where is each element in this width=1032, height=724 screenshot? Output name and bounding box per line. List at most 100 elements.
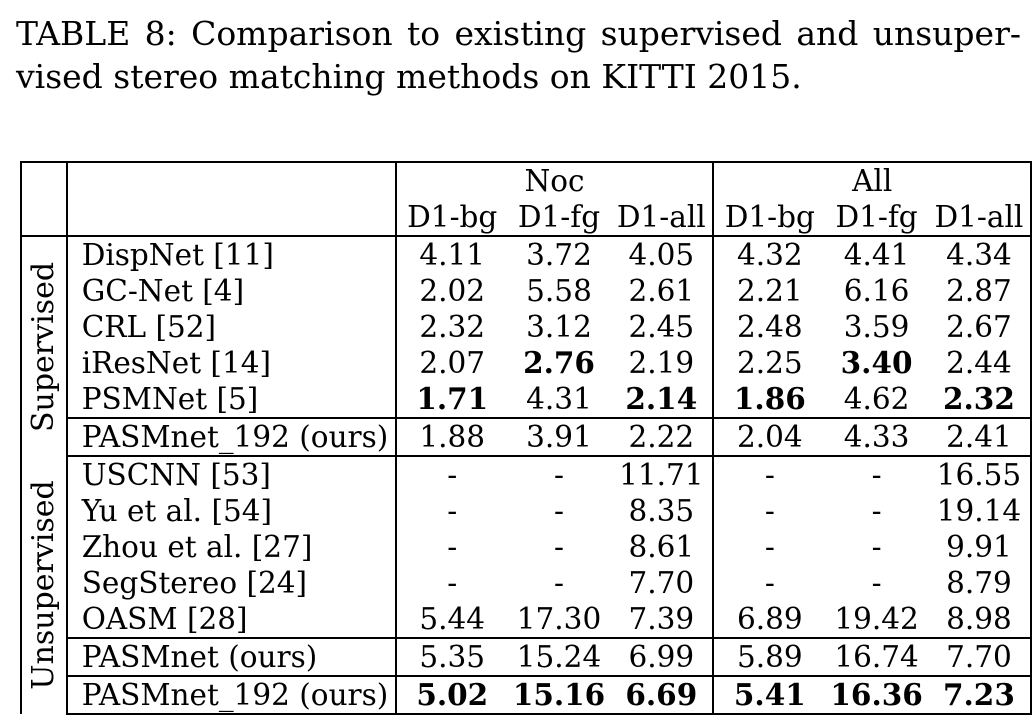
metric-value: 2.87 [927,273,1032,309]
method-name: OASM [28] [66,601,397,638]
method-name: PSMNet [5] [66,381,397,418]
metric-value: 7.23 [927,675,1032,715]
group-label-cell: Unsupervised [20,456,68,714]
caption-line-1: TABLE 8: Comparison to existing supervis… [16,14,1021,53]
metric-value: 8.98 [927,601,1032,638]
method-name: USCNN [53] [66,456,397,493]
metric-value: 4.62 [843,382,910,416]
metric-value: 15.24 [507,637,611,676]
column-header: D1-bg [713,199,826,237]
metric-value: 2.04 [713,417,826,457]
metric-value: 1.88 [395,417,508,457]
column-group-header: Noc [395,161,715,199]
table-row: OASM [28] 5.44 17.30 7.39 6.89 19.42 8.98 [21,601,1032,638]
table-row: iResNet [14] 2.07 2.76 2.19 2.25 3.40 2.44 [21,345,1032,381]
metric-value: - [447,458,458,492]
metric-value: - [871,566,882,600]
metric-value: 6.99 [610,637,715,676]
metric-value: 3.40 [840,345,913,380]
metric-value: 8.35 [610,493,715,529]
metric-value: 2.45 [610,309,715,345]
table-row: CRL [52] 2.32 3.12 2.45 2.48 3.59 2.67 [21,309,1032,345]
method-name: PASMnet_192 (ours) [66,675,397,715]
metric-value: - [764,494,775,528]
table-row: PASMnet (ours) 5.35 15.24 6.99 5.89 16.74 7.70 [21,637,1032,676]
metric-value: 15.16 [507,675,611,715]
group-label: Unsupervised [25,480,61,690]
metric-value: 2.48 [736,310,803,344]
table-row: GC-Net [4] 2.02 5.58 2.61 2.21 6.16 2.87 [21,273,1032,309]
metric-value: - [764,530,775,564]
method-name: Zhou et al. [27] [66,529,397,565]
metric-value: 8.79 [927,565,1032,601]
metric-value: 4.34 [927,236,1032,273]
metric-value: - [447,566,458,600]
metric-value: 7.70 [927,637,1032,676]
metric-value: 4.33 [825,417,928,457]
table-row: PSMNet [5] 1.71 4.31 2.14 1.86 4.62 2.32 [21,381,1032,418]
column-group-header: All [713,161,1032,199]
metric-value: 2.02 [419,274,486,308]
column-header: D1-fg [825,199,928,237]
table-row: Zhou et al. [27] - - 8.61 - - 9.91 [21,529,1032,565]
header-corner-method [66,161,397,199]
metric-value: 19.42 [834,602,919,636]
metric-value: - [554,494,564,528]
metric-value: 17.30 [516,602,602,636]
metric-value: 2.61 [610,273,715,309]
metric-value: 11.71 [610,456,715,493]
metric-value: - [554,566,564,600]
table-row: PASMnet_192 (ours) 5.02 15.16 6.69 5.41 16.36… [21,675,1032,715]
metric-value: 8.61 [610,529,715,565]
metric-value: - [447,494,458,528]
method-name: DispNet [11] [66,236,397,273]
results-table-wrapper: Noc All D1-bg D1-fg D1-all D1-bg D1-fg D1-all Su… [20,161,1032,715]
metric-value: 2.22 [610,417,715,457]
metric-value: 4.32 [736,238,803,272]
metric-value: 3.12 [526,310,592,344]
column-header: D1-all [927,199,1032,237]
metric-value: 1.71 [416,381,489,416]
metric-value: 5.58 [526,274,592,308]
metric-value: 7.70 [610,565,715,601]
header-row-groups: Noc All [20,161,1032,199]
results-table: Noc All D1-bg D1-fg D1-all D1-bg D1-fg D1-all Su… [20,161,1032,715]
metric-value: 3.72 [526,238,592,272]
table-row: Yu et al. [54] - - 8.35 - - 19.14 [21,493,1032,529]
metric-value: 2.32 [419,310,486,344]
metric-value: - [554,530,564,564]
metric-value: 2.44 [927,345,1032,381]
table-row: SegStereo [24] - - 7.70 - - 8.79 [21,565,1032,601]
metric-value: 6.16 [843,274,910,308]
metric-value: 2.41 [927,417,1032,457]
header-row-metrics: D1-bg D1-fg D1-all D1-bg D1-fg D1-all [20,199,1032,237]
method-name: SegStereo [24] [66,565,397,601]
metric-value: 4.31 [526,382,592,416]
metric-value: - [764,566,775,600]
metric-value: 4.11 [419,238,486,272]
method-name: iResNet [14] [66,345,397,381]
metric-value: 4.41 [843,238,910,272]
caption-line-2: vised stereo matching methods on KITTI 2… [16,57,802,96]
metric-value: 16.74 [825,637,928,676]
metric-value: - [447,530,458,564]
metric-value: 2.25 [736,346,803,380]
metric-value: 2.76 [523,345,595,380]
metric-value: 2.14 [610,381,715,418]
metric-value: 2.67 [927,309,1032,345]
metric-value: 5.02 [395,675,508,715]
metric-value: - [764,458,775,492]
column-header: D1-bg [395,199,508,237]
column-header: D1-all [610,199,715,237]
metric-value: - [554,458,564,492]
metric-value: - [871,458,882,492]
metric-value: 5.35 [395,637,508,676]
method-name: CRL [52] [66,309,397,345]
metric-value: 3.59 [843,310,910,344]
metric-value: - [871,530,882,564]
column-header: D1-fg [507,199,611,237]
metric-value: 2.21 [736,274,803,308]
metric-value: 6.89 [736,602,803,636]
group-label-cell: Supervised [20,236,68,456]
table-row: PASMnet_192 (ours) 1.88 3.91 2.22 2.04 4.33 2.… [21,417,1032,457]
